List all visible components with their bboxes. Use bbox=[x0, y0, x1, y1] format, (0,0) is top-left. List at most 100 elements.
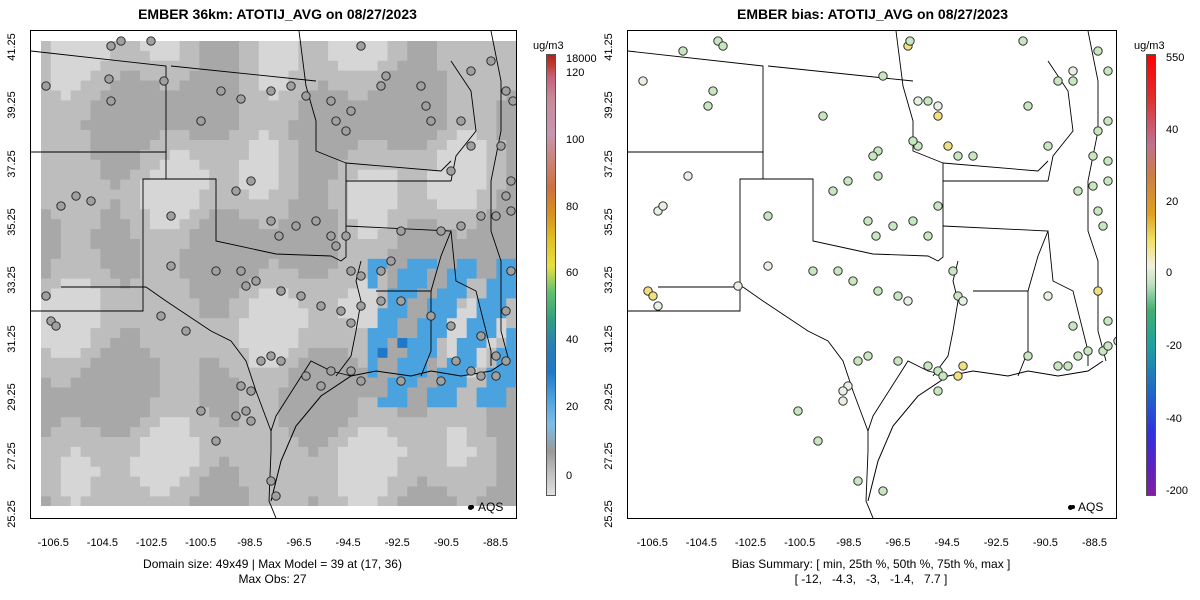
grid-cell bbox=[318, 90, 329, 101]
grid-cell bbox=[80, 189, 91, 200]
grid-cell bbox=[387, 159, 398, 171]
grid-cell bbox=[456, 159, 468, 171]
grid-cell bbox=[169, 407, 181, 418]
station-62 bbox=[296, 291, 306, 301]
grid-cell bbox=[407, 70, 418, 82]
grid-cell bbox=[486, 357, 497, 369]
grid-cell bbox=[239, 159, 250, 171]
grid-cell bbox=[50, 328, 62, 339]
grid-cell bbox=[70, 179, 82, 190]
grid-cell bbox=[466, 298, 478, 309]
grid-cell bbox=[239, 130, 250, 141]
grid-cell bbox=[229, 90, 240, 101]
grid-cell bbox=[476, 298, 487, 309]
grid-cell bbox=[506, 347, 516, 359]
grid-cell bbox=[328, 130, 339, 141]
grid-cell bbox=[140, 70, 151, 82]
grid-cell bbox=[318, 437, 329, 448]
grid-cell bbox=[130, 41, 141, 52]
grid-cell bbox=[130, 199, 141, 210]
grid-cell bbox=[427, 486, 438, 497]
grid-cell bbox=[50, 80, 62, 91]
grid-cell bbox=[486, 486, 497, 497]
grid-cell bbox=[70, 199, 82, 210]
grid-cell bbox=[427, 110, 438, 121]
grid-cell bbox=[80, 278, 91, 289]
grid-cell bbox=[258, 328, 270, 339]
grid-cell bbox=[179, 446, 190, 458]
station-98 bbox=[241, 406, 251, 416]
grid-cell bbox=[437, 476, 448, 487]
grid-cell bbox=[50, 456, 62, 468]
grid-cell bbox=[318, 189, 329, 200]
grid-cell bbox=[496, 199, 507, 210]
grid-cell bbox=[486, 278, 497, 289]
grid-cell bbox=[169, 50, 181, 62]
grid-cell bbox=[456, 248, 468, 260]
grid-cell bbox=[159, 239, 171, 250]
grid-cell bbox=[149, 427, 161, 438]
grid-cell bbox=[318, 248, 329, 260]
grid-cell bbox=[248, 159, 260, 171]
grid-cell bbox=[496, 437, 507, 448]
grid-cell bbox=[476, 268, 487, 280]
grid-cell bbox=[80, 338, 91, 349]
grid-cell bbox=[417, 417, 428, 428]
grid-cell bbox=[258, 219, 270, 230]
grid-cell bbox=[70, 130, 82, 141]
grid-cell bbox=[367, 456, 379, 468]
grid-cell bbox=[60, 41, 72, 52]
bias-station-90 bbox=[813, 436, 823, 446]
grid-cell bbox=[476, 258, 487, 270]
grid-cell bbox=[199, 427, 210, 438]
grid-cell bbox=[486, 367, 497, 379]
right-cb-tick-0: 550 bbox=[1166, 52, 1185, 64]
grid-cell bbox=[476, 80, 487, 91]
grid-cell bbox=[199, 100, 210, 111]
grid-cell bbox=[239, 140, 250, 151]
grid-cell bbox=[308, 70, 319, 82]
grid-cell bbox=[258, 466, 270, 478]
grid-cell bbox=[100, 140, 111, 151]
grid-cell bbox=[80, 476, 91, 487]
grid-cell bbox=[100, 209, 111, 220]
grid-cell bbox=[239, 427, 250, 438]
grid-cell bbox=[199, 278, 210, 289]
grid-cell bbox=[229, 338, 240, 349]
grid-cell bbox=[308, 169, 319, 181]
grid-cell bbox=[357, 60, 369, 72]
grid-cell bbox=[446, 437, 458, 448]
grid-cell bbox=[338, 50, 349, 62]
grid-cell bbox=[338, 60, 349, 72]
grid-cell bbox=[130, 466, 141, 478]
grid-cell bbox=[357, 50, 369, 62]
grid-cell bbox=[199, 90, 210, 101]
grid-cell bbox=[338, 466, 349, 478]
grid-cell bbox=[367, 60, 379, 72]
station-23 bbox=[486, 56, 496, 66]
bias-station-60 bbox=[958, 296, 968, 306]
grid-cell bbox=[189, 466, 200, 478]
grid-cell bbox=[110, 199, 121, 210]
station-97 bbox=[246, 386, 256, 396]
grid-cell bbox=[506, 298, 516, 309]
grid-cell bbox=[486, 110, 497, 121]
grid-cell bbox=[476, 199, 487, 210]
station-3 bbox=[146, 36, 156, 46]
grid-cell bbox=[179, 496, 190, 507]
left-map-title: EMBER 36km: ATOTIJ_AVG on 08/27/2023 bbox=[138, 6, 417, 22]
bias-station-0 bbox=[678, 46, 688, 56]
grid-cell bbox=[476, 100, 487, 111]
grid-cell bbox=[239, 80, 250, 91]
right-y-tick-7: 27.25 bbox=[603, 441, 615, 470]
right-y-tick-4: 33.25 bbox=[603, 266, 615, 295]
station-64 bbox=[336, 306, 346, 316]
grid-cell bbox=[486, 179, 497, 190]
grid-cell bbox=[70, 248, 82, 260]
grid-cell bbox=[278, 476, 289, 487]
grid-cell bbox=[70, 41, 82, 52]
grid-cell bbox=[338, 357, 349, 369]
grid-cell bbox=[268, 248, 280, 260]
grid-cell bbox=[308, 258, 319, 270]
grid-cell bbox=[41, 130, 52, 141]
